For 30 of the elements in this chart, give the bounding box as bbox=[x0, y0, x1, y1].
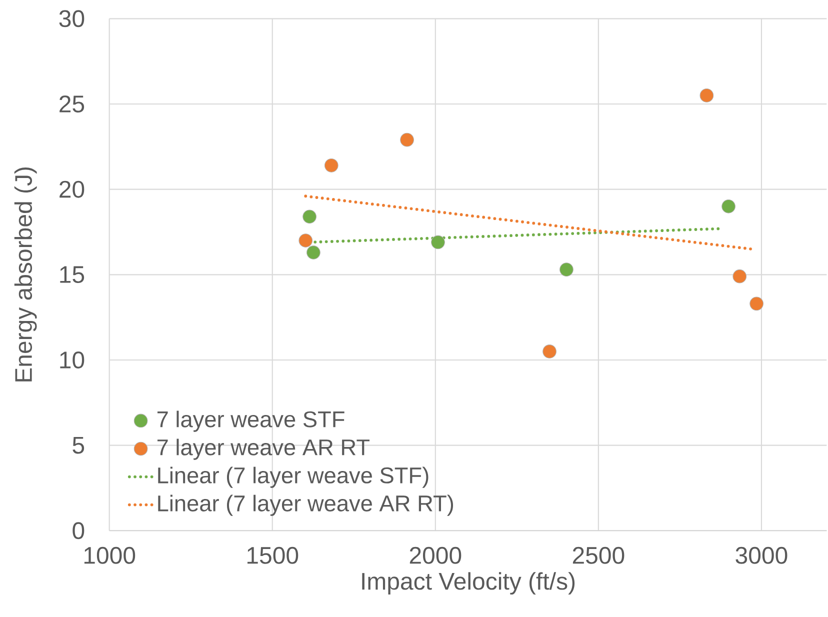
point bbox=[700, 88, 714, 102]
point bbox=[542, 344, 556, 358]
legend-label: Linear (7 layer weave AR RT) bbox=[158, 494, 454, 516]
point bbox=[560, 262, 574, 276]
legend-label: Linear (7 layer weave STF) bbox=[158, 466, 428, 488]
point bbox=[324, 158, 338, 172]
point bbox=[431, 235, 445, 250]
point bbox=[750, 296, 764, 310]
y-tick-label: 30 bbox=[59, 10, 84, 27]
x-tick-label: 2500 bbox=[572, 546, 624, 564]
point bbox=[400, 132, 414, 147]
x-tick-label: 1000 bbox=[84, 546, 136, 564]
y-tick-label: 20 bbox=[60, 180, 84, 198]
legend-label: 7 layer weave AR RT bbox=[157, 438, 370, 460]
y-tick-label: 0 bbox=[72, 522, 84, 539]
y-tick-label: 5 bbox=[72, 436, 84, 454]
point bbox=[722, 199, 736, 214]
y-tick-label: 15 bbox=[60, 266, 84, 283]
point bbox=[302, 210, 316, 224]
x-axis-title: Impact Velocity (ft/s) bbox=[362, 572, 575, 594]
point bbox=[298, 233, 313, 248]
x-tick-label: 3000 bbox=[736, 546, 788, 564]
y-tick-label: 10 bbox=[60, 351, 84, 368]
legend-label: 7 layer weave STF bbox=[157, 410, 344, 432]
y-axis-title: Energy absorbed (J) bbox=[14, 167, 37, 382]
x-tick-label: 1500 bbox=[247, 546, 298, 564]
y-tick-label: 25 bbox=[60, 95, 84, 112]
point bbox=[732, 269, 747, 284]
x-tick-label: 2000 bbox=[410, 546, 462, 564]
point bbox=[306, 245, 320, 260]
